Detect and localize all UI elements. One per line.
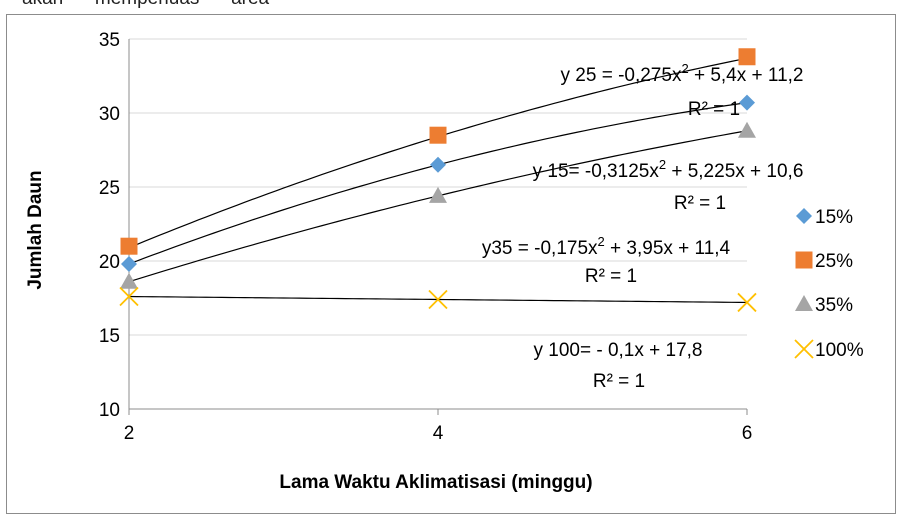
x-marker-stroke <box>794 339 814 359</box>
data-point <box>738 121 756 138</box>
trend-r-squared: R² = 1 <box>593 371 645 392</box>
legend-label: 15% <box>815 207 853 228</box>
data-point <box>429 126 447 144</box>
axes: 10 15 20 25 30 35 2 4 6 <box>99 30 752 444</box>
legend-label: 35% <box>815 295 853 316</box>
trend-r-squared: R² = 1 <box>688 99 740 120</box>
data-point <box>795 295 813 311</box>
data-point <box>428 289 448 310</box>
data-point <box>796 208 812 224</box>
data-point <box>738 48 756 66</box>
legend-label: 100% <box>815 340 864 361</box>
trend-equation: y 25 = -0,275x2 + 5,4x + 11,2 <box>561 61 804 86</box>
trend-equation: y 100= - 0,1x + 17,8 <box>533 340 702 361</box>
scatter-chart: 10 15 20 25 30 35 2 4 6 y 25 = -0,275x2 + 5,4x +… <box>25 30 864 493</box>
trend-r-squared: R² = 1 <box>585 266 637 287</box>
data-point <box>430 156 446 173</box>
data-point <box>120 237 138 255</box>
data-point <box>121 255 137 272</box>
page-text-fragment: akan memperluas area <box>22 0 269 10</box>
data-point <box>739 94 755 111</box>
trend-equations: y 25 = -0,275x2 + 5,4x + 11,2 R² = 1 y 15=… <box>482 61 804 392</box>
data-points <box>119 48 757 313</box>
trend-equation: y 15= -0,3125x2 + 5,225x + 10,6 <box>533 157 804 182</box>
data-point <box>795 251 813 269</box>
trendline <box>128 57 748 249</box>
y-tick-label: 10 <box>99 400 120 421</box>
x-axis-title: Lama Waktu Aklimatisasi (minggu) <box>279 472 592 493</box>
data-point <box>120 272 138 289</box>
legend-label: 25% <box>815 251 853 272</box>
data-point <box>119 286 139 307</box>
x-marker-stroke <box>119 286 139 307</box>
chart-area: 10 15 20 25 30 35 2 4 6 y 25 = -0,275x2 + 5,4x +… <box>6 14 896 514</box>
data-point <box>737 292 757 313</box>
trend-r-squared: R² = 1 <box>674 193 726 214</box>
x-marker-stroke <box>428 289 448 310</box>
x-tick-label: 2 <box>124 423 135 444</box>
x-tick-label: 6 <box>742 423 753 444</box>
y-tick-label: 35 <box>99 30 120 51</box>
data-point <box>794 339 814 359</box>
y-tick-label: 30 <box>99 104 120 125</box>
trendline <box>128 130 748 283</box>
y-tick-label: 20 <box>99 252 120 273</box>
y-axis-title: Jumlah Daun <box>25 170 46 289</box>
trend-equation: y35 = -0,175x2 + 3,95x + 11,4 <box>482 234 731 259</box>
legend: 15% 25% 35% 100% <box>794 207 864 361</box>
x-tick-label: 4 <box>433 423 444 444</box>
y-tick-label: 15 <box>99 326 120 347</box>
x-marker-stroke <box>737 292 757 313</box>
y-tick-label: 25 <box>99 178 120 199</box>
data-point <box>429 186 447 203</box>
